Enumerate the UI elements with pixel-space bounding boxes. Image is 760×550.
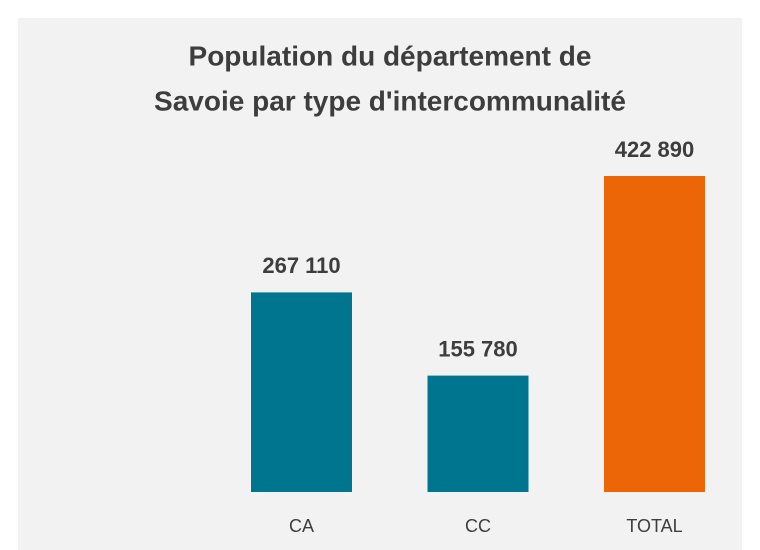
bar xyxy=(427,375,529,492)
data-label: 422 890 xyxy=(615,137,695,162)
bar xyxy=(251,292,352,492)
x-tick-label: CA xyxy=(289,516,314,536)
x-tick-label: CC xyxy=(465,516,491,536)
chart-title: Population du département de xyxy=(189,40,592,71)
data-label: 267 110 xyxy=(262,253,340,278)
x-tick-label: TOTAL xyxy=(626,516,682,536)
bar xyxy=(604,176,705,492)
data-label: 155 780 xyxy=(438,336,518,361)
chart-title: Savoie par type d'intercommunalité xyxy=(154,85,626,116)
